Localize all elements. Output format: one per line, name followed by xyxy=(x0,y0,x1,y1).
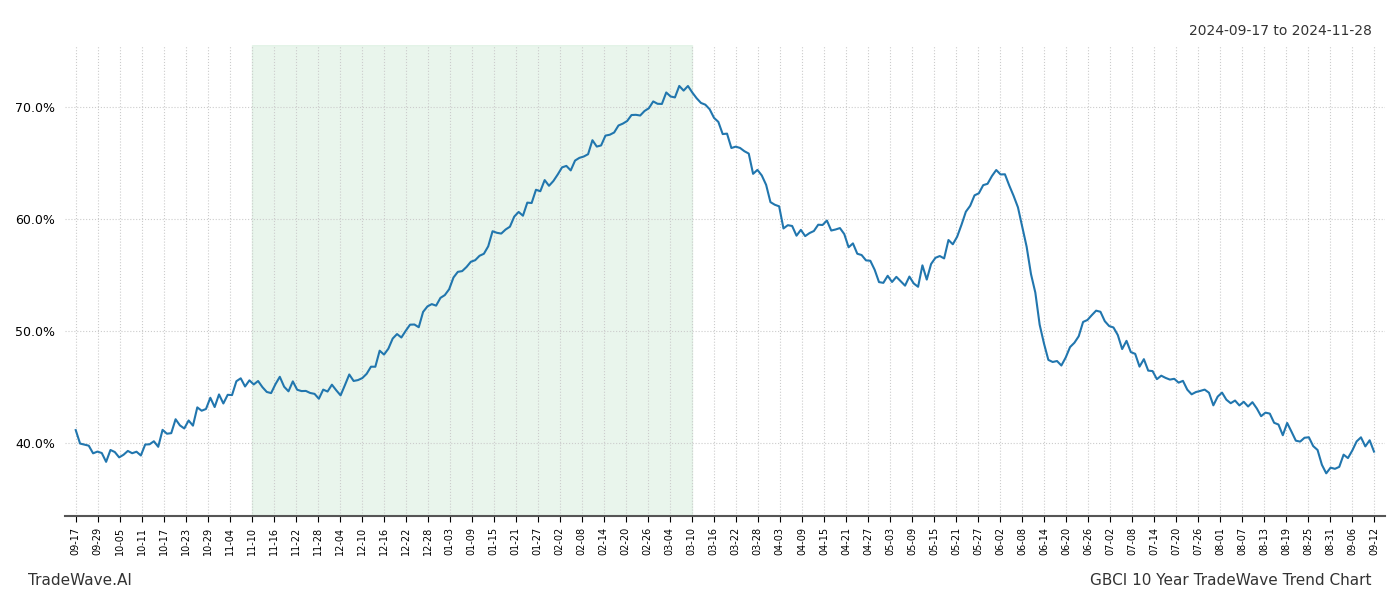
Text: GBCI 10 Year TradeWave Trend Chart: GBCI 10 Year TradeWave Trend Chart xyxy=(1091,573,1372,588)
Bar xyxy=(252,45,692,516)
Text: 2024-09-17 to 2024-11-28: 2024-09-17 to 2024-11-28 xyxy=(1189,24,1372,38)
Text: TradeWave.AI: TradeWave.AI xyxy=(28,573,132,588)
